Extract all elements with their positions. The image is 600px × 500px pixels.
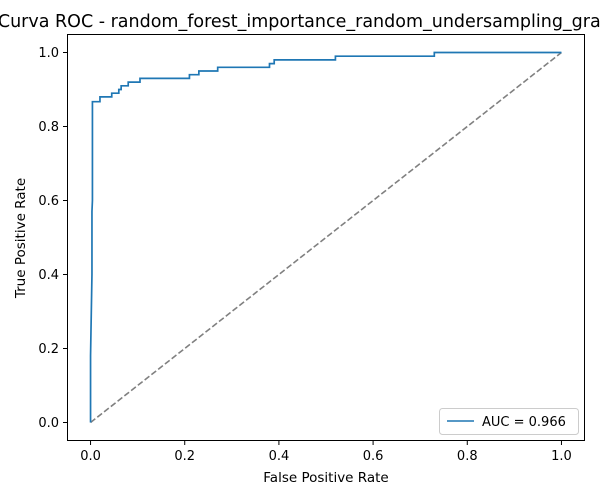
y-tick-label: 0.2: [38, 342, 59, 357]
y-tick-label: 0.0: [38, 416, 59, 431]
plot-frame: [67, 34, 585, 441]
roc-curve-line: [89, 51, 562, 423]
y-tick-label: 0.6: [38, 194, 59, 209]
x-axis-ticks: 0.0 0.2 0.4 0.6 0.8 1.0: [80, 441, 572, 464]
y-tick-label: 0.8: [38, 120, 59, 135]
legend-box: [439, 408, 579, 435]
y-axis-label: True Positive Rate: [13, 178, 29, 299]
x-tick-label: 0.8: [457, 449, 478, 464]
x-axis-label: False Positive Rate: [263, 470, 388, 486]
diagonal-reference-line: [90, 51, 562, 424]
y-axis-ticks: 0.0 0.2 0.4 0.6 0.8 1.0: [38, 46, 67, 431]
chart-title: Curva ROC - random_forest_importance_ran…: [0, 12, 600, 32]
x-tick-label: 0.2: [174, 449, 195, 464]
y-tick-label: 1.0: [38, 46, 59, 61]
legend-label: AUC = 0.966: [482, 415, 566, 430]
legend: AUC = 0.966: [439, 408, 579, 435]
y-tick-label: 0.4: [38, 268, 59, 283]
x-tick-label: 0.4: [269, 449, 290, 464]
series-layer: [89, 51, 562, 424]
x-tick-label: 0.6: [363, 449, 384, 464]
x-tick-label: 0.0: [80, 449, 101, 464]
x-tick-label: 1.0: [551, 449, 572, 464]
